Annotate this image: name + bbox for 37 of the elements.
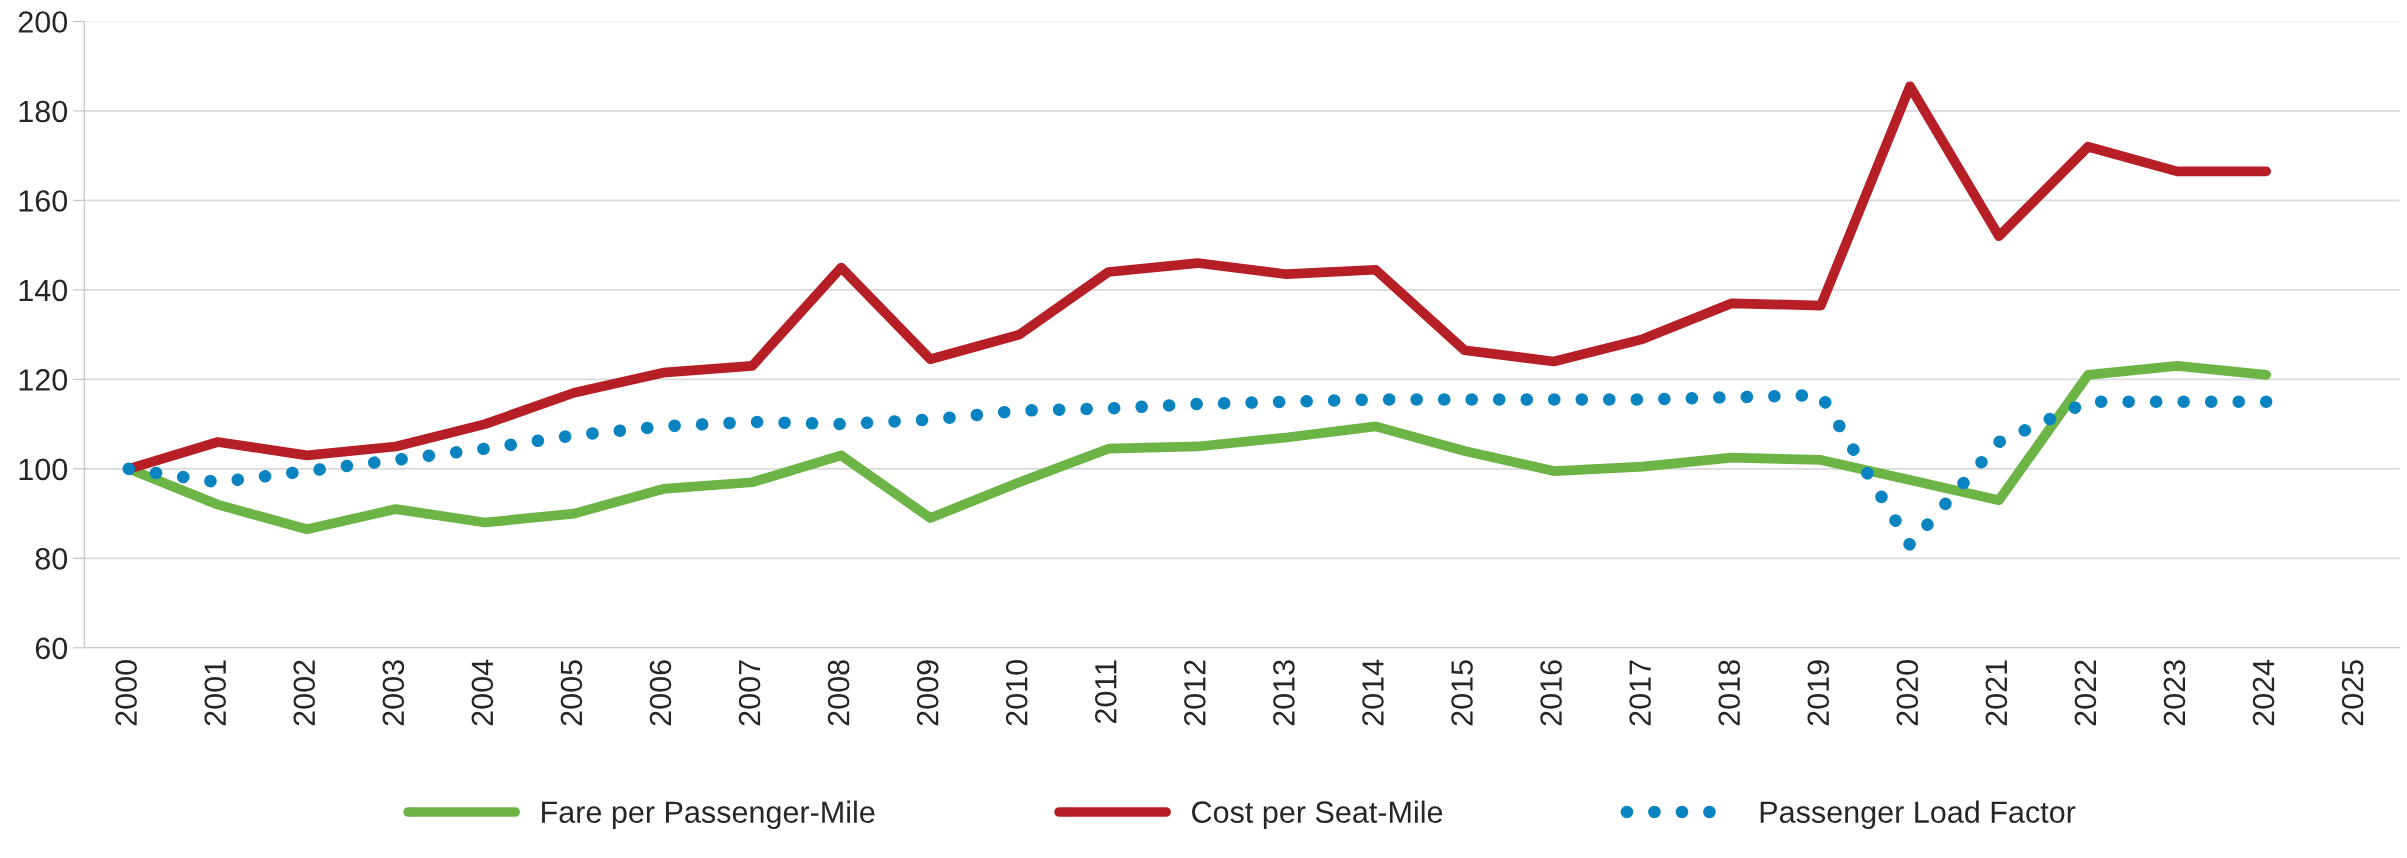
y-tick-label: 140: [19, 279, 68, 302]
x-tick-label: 2020: [1896, 660, 1919, 726]
x-tick-label: 2015: [1451, 660, 1473, 726]
legend-label: Passenger Load Factor: [1760, 800, 2076, 830]
x-tick-label: 2016: [1540, 660, 1562, 726]
x-tick-label: 2005: [560, 660, 583, 726]
x-tick-label: 2013: [1273, 660, 1295, 726]
y-tick-label: 200: [18, 11, 68, 33]
y-tick-label: 80: [35, 548, 68, 570]
x-tick-label: 2001: [204, 660, 227, 726]
x-tick-label: 2017: [1629, 660, 1651, 726]
x-tick-label: 2014: [1362, 659, 1384, 726]
x-tick-label: 2021: [1985, 660, 2008, 726]
x-tick-label: 2006: [649, 660, 672, 726]
y-tick-label: 100: [19, 458, 68, 481]
y-tick-label: 180: [19, 100, 68, 123]
x-tick-label: 2009: [916, 660, 939, 726]
y-tick-label: 60: [35, 637, 68, 660]
x-tick-label: 2003: [382, 660, 405, 726]
x-tick-label: 2000: [115, 660, 137, 726]
x-tick-label: 2024: [2252, 659, 2275, 726]
x-tick-label: 2023: [2163, 660, 2186, 726]
x-tick-label: 2025: [2341, 660, 2364, 726]
x-tick-label: 2004: [471, 659, 494, 726]
x-tick-label: 2011: [1094, 660, 1117, 724]
legend-label: Cost per Seat-Mile: [1192, 800, 1443, 830]
x-tick-label: 2007: [738, 660, 761, 726]
x-tick-label: 2018: [1718, 660, 1741, 726]
y-tick-label: 120: [19, 369, 68, 391]
x-tick-label: 2008: [827, 660, 850, 726]
x-tick-label: 2002: [293, 660, 316, 726]
x-tick-label: 2010: [1005, 660, 1028, 726]
x-tick-label: 2012: [1184, 660, 1206, 726]
x-tick-label: 2019: [1807, 660, 1830, 726]
y-tick-label: 160: [19, 190, 68, 212]
legend-label: Fare per Passenger-Mile: [542, 800, 875, 830]
x-tick-label: 2022: [2074, 660, 2097, 726]
